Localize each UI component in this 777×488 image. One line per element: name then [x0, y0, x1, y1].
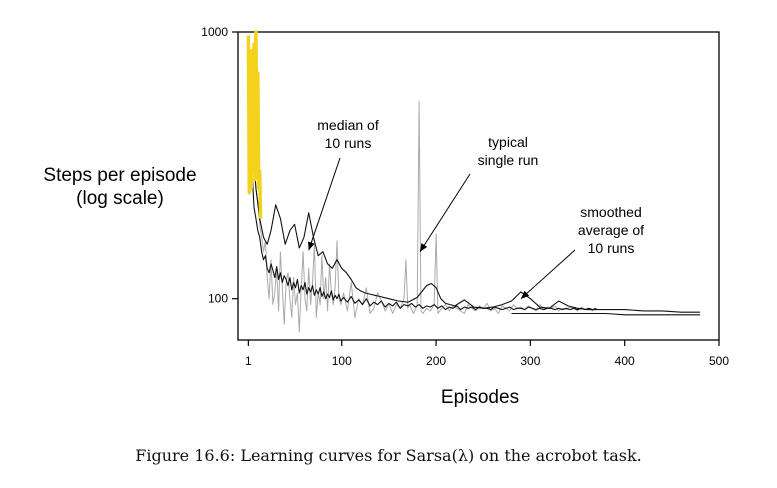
series-layer	[246, 30, 701, 333]
x-tick-label: 200	[426, 354, 446, 368]
annotation-single-arrowhead	[420, 243, 428, 252]
x-tick-label: 500	[709, 354, 729, 368]
series-line-smooth-yellow-spike	[246, 30, 263, 219]
learning-curves-chart: 100 1000 1 100 200 300 400 500 median of 10 runs…	[43, 25, 729, 408]
annotation-smooth-arrowhead	[520, 290, 530, 299]
figure-caption: Figure 16.6: Learning curves for Sarsa(λ…	[135, 446, 642, 465]
series-line-median	[247, 87, 597, 311]
annotation-single-arrow	[419, 173, 471, 252]
x-tick-label: 400	[615, 354, 635, 368]
annotation-smooth-arrow	[520, 249, 576, 300]
x-tick-label: 100	[332, 354, 352, 368]
x-tick-label: 300	[520, 354, 540, 368]
annotation-median-arrow	[308, 157, 341, 251]
plot-frame	[237, 31, 720, 341]
annotation-smooth-line: smoothed	[580, 204, 641, 220]
y-tick-label: 100	[208, 292, 228, 306]
annotation-single-line: single run	[478, 152, 539, 168]
x-tick-label: 1	[245, 354, 252, 368]
series-line-smooth	[247, 69, 701, 313]
y-axis-label-line-2: (log scale)	[76, 188, 164, 209]
annotation-median-line: median of	[317, 117, 379, 133]
annotation-median-line: 10 runs	[325, 135, 372, 151]
annotation-smooth-line: average of	[578, 222, 644, 238]
annotation-median-arrowhead	[307, 241, 315, 251]
y-tick-label: 1000	[201, 25, 228, 39]
x-axis-label: Episodes	[441, 387, 519, 408]
annotation-layer: median of 10 runs typical single run smoothe…	[307, 117, 644, 300]
annotation-smooth-line: 10 runs	[588, 240, 635, 256]
series-line-flat-tail	[511, 312, 701, 316]
annotation-single-line: typical	[488, 134, 528, 150]
axis-layer: 100 1000 1 100 200 300 400 500	[201, 25, 729, 368]
y-axis-label-line-1: Steps per episode	[43, 165, 196, 186]
